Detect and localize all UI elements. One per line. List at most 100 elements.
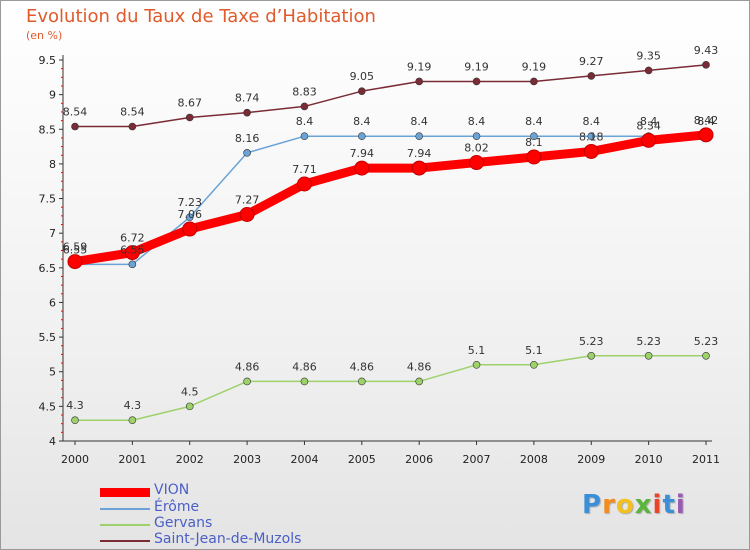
data-point-saint-jean-de-muzols bbox=[530, 77, 538, 86]
y-tick-label: 9 bbox=[49, 89, 56, 102]
data-point-saint-jean-de-muzols bbox=[415, 77, 423, 86]
data-label-erome: 6.55 bbox=[120, 243, 145, 256]
x-tick-label: 2006 bbox=[405, 453, 433, 466]
data-label-erome: 8.4 bbox=[640, 115, 658, 128]
x-tick-label: 2007 bbox=[463, 453, 491, 466]
x-tick-label: 2005 bbox=[348, 453, 376, 466]
data-label-saint-jean-de-muzols: 9.35 bbox=[636, 49, 661, 62]
legend-item-erome: Érôme bbox=[100, 499, 360, 517]
data-label-erome: 8.4 bbox=[296, 115, 314, 128]
data-point-gervans bbox=[300, 377, 309, 386]
data-point-vion bbox=[583, 143, 599, 159]
y-tick-label: 7.5 bbox=[39, 193, 57, 206]
data-label-saint-jean-de-muzols: 8.67 bbox=[177, 96, 202, 109]
data-point-erome bbox=[358, 132, 366, 140]
data-point-vion bbox=[239, 206, 255, 222]
data-point-gervans bbox=[185, 402, 194, 411]
data-label-gervans: 5.23 bbox=[636, 335, 661, 348]
y-tick-label: 4.5 bbox=[39, 400, 57, 413]
data-label-vion: 8.18 bbox=[579, 130, 604, 143]
data-label-saint-jean-de-muzols: 9.05 bbox=[350, 70, 375, 83]
data-point-erome bbox=[415, 132, 423, 140]
chart-title: Evolution du Taux de Taxe d’Habitation bbox=[26, 6, 376, 27]
data-label-saint-jean-de-muzols: 8.83 bbox=[292, 85, 317, 98]
data-label-gervans: 5.1 bbox=[525, 344, 543, 357]
logo-letter: o bbox=[615, 490, 635, 520]
x-tick-label: 2000 bbox=[61, 453, 89, 466]
data-point-gervans bbox=[530, 360, 538, 369]
data-point-gervans bbox=[472, 360, 481, 369]
legend-label-saint-jean-de-muzols: Saint-Jean-de-Muzols bbox=[154, 531, 302, 547]
data-label-saint-jean-de-muzols: 8.54 bbox=[120, 106, 145, 119]
data-label-gervans: 4.86 bbox=[292, 360, 317, 373]
data-label-vion: 7.71 bbox=[292, 163, 317, 176]
y-tick-label: 6.5 bbox=[39, 262, 57, 275]
data-label-erome: 8.4 bbox=[353, 115, 371, 128]
proxiti-logo: Proxiti bbox=[582, 490, 686, 520]
data-point-saint-jean-de-muzols bbox=[702, 61, 710, 69]
data-point-vion bbox=[182, 221, 198, 237]
x-tick-label: 2004 bbox=[290, 453, 318, 466]
data-label-gervans: 5.1 bbox=[468, 344, 486, 357]
data-point-saint-jean-de-muzols bbox=[185, 113, 194, 122]
data-point-erome bbox=[472, 132, 481, 140]
data-point-vion bbox=[296, 176, 312, 192]
data-label-vion: 6.72 bbox=[120, 232, 145, 245]
y-tick-label: 8.5 bbox=[39, 123, 57, 136]
data-label-saint-jean-de-muzols: 9.27 bbox=[579, 55, 604, 68]
data-label-saint-jean-de-muzols: 8.54 bbox=[63, 106, 88, 119]
y-tick-label: 8 bbox=[49, 158, 56, 171]
data-label-erome: 6.55 bbox=[63, 243, 88, 256]
data-label-erome: 8.4 bbox=[697, 115, 715, 128]
x-tick-label: 2008 bbox=[520, 453, 548, 466]
data-label-gervans: 5.23 bbox=[579, 335, 604, 348]
data-label-vion: 7.94 bbox=[350, 147, 375, 160]
data-point-gervans bbox=[71, 416, 79, 425]
data-point-saint-jean-de-muzols bbox=[587, 72, 596, 80]
logo-letter: i bbox=[652, 490, 663, 520]
y-tick-label: 4 bbox=[49, 435, 56, 448]
data-point-vion bbox=[469, 155, 485, 171]
data-point-vion bbox=[641, 132, 657, 148]
data-point-saint-jean-de-muzols bbox=[128, 122, 137, 131]
data-label-saint-jean-de-muzols: 8.74 bbox=[235, 92, 260, 105]
y-tick-label: 5.5 bbox=[39, 331, 57, 344]
logo-letter: P bbox=[582, 490, 603, 520]
x-tick-label: 2011 bbox=[692, 453, 720, 466]
data-label-erome: 8.4 bbox=[410, 115, 428, 128]
data-label-erome: 8.4 bbox=[468, 115, 486, 128]
data-label-gervans: 4.3 bbox=[66, 399, 84, 412]
data-point-vion bbox=[698, 127, 714, 143]
data-label-vion: 7.06 bbox=[177, 208, 202, 221]
logo-letter: r bbox=[602, 490, 616, 520]
data-label-gervans: 4.86 bbox=[350, 360, 375, 373]
legend-swatch-vion bbox=[100, 488, 150, 497]
data-point-gervans bbox=[702, 351, 710, 360]
data-label-saint-jean-de-muzols: 9.19 bbox=[522, 60, 547, 73]
data-label-gervans: 4.86 bbox=[235, 360, 260, 373]
data-point-gervans bbox=[243, 377, 251, 386]
data-label-vion: 8.42 bbox=[694, 114, 719, 127]
data-label-gervans: 4.86 bbox=[407, 360, 432, 373]
data-point-gervans bbox=[644, 351, 653, 360]
data-point-gervans bbox=[128, 416, 137, 425]
data-point-vion bbox=[67, 254, 83, 270]
data-point-vion bbox=[124, 245, 140, 261]
y-tick-label: 5 bbox=[49, 366, 56, 379]
data-label-saint-jean-de-muzols: 9.19 bbox=[464, 60, 489, 73]
x-tick-label: 2001 bbox=[118, 453, 146, 466]
x-tick-label: 2010 bbox=[635, 453, 663, 466]
data-point-saint-jean-de-muzols bbox=[71, 122, 79, 131]
data-label-vion: 7.94 bbox=[407, 147, 432, 160]
data-label-vion: 8.1 bbox=[525, 136, 543, 149]
data-label-gervans: 4.5 bbox=[181, 385, 199, 398]
y-tick-label: 9.5 bbox=[39, 54, 57, 67]
data-point-gervans bbox=[358, 377, 366, 386]
legend-swatch-erome bbox=[100, 508, 150, 510]
data-label-gervans: 5.23 bbox=[694, 335, 719, 348]
data-point-gervans bbox=[587, 351, 596, 360]
data-label-saint-jean-de-muzols: 9.19 bbox=[407, 60, 432, 73]
data-point-erome bbox=[185, 213, 194, 222]
series-line-erome bbox=[74, 135, 707, 266]
